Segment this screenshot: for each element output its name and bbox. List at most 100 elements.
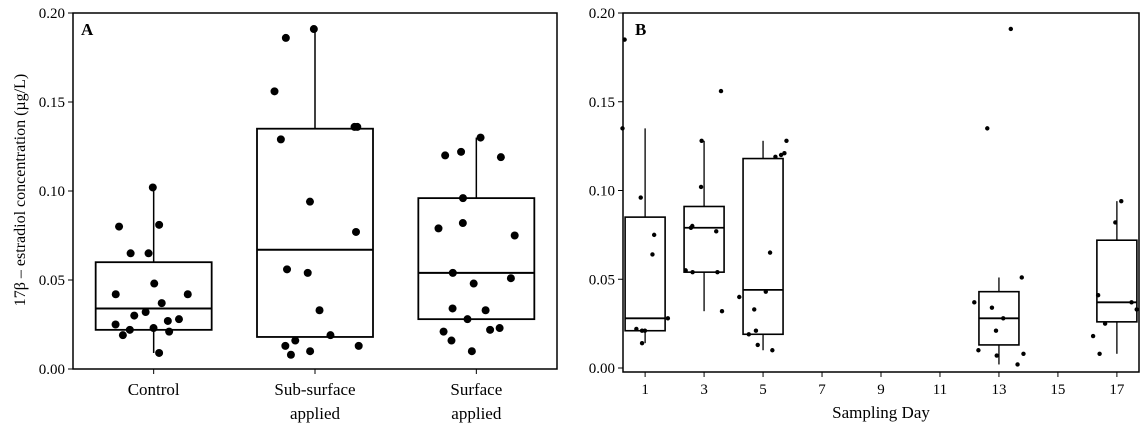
panel-b-frame — [622, 12, 1140, 373]
box-body — [624, 216, 666, 332]
box-body — [417, 197, 536, 321]
data-point — [276, 135, 285, 144]
data-point — [281, 341, 290, 350]
data-point — [651, 232, 657, 238]
data-point — [439, 327, 448, 336]
panel-b: B0.000.050.100.150.201 3 5 7 9 11 13 15 17Sampli… — [589, 6, 1140, 422]
data-point — [993, 328, 999, 333]
x-category-label: applied — [451, 404, 502, 423]
data-point — [476, 133, 485, 142]
data-point — [495, 324, 504, 333]
panel-a: A 0.00 0.05 0.10 0.15 0.20 Control Sub-surface a… — [39, 6, 558, 423]
data-point — [447, 336, 456, 345]
data-point — [1129, 300, 1134, 305]
data-point — [1001, 316, 1006, 321]
data-point — [778, 152, 784, 158]
box-day-13 — [978, 277, 1020, 365]
box-body — [683, 205, 725, 273]
data-point — [683, 268, 688, 273]
x-category-label: applied — [290, 404, 341, 423]
data-point — [620, 126, 625, 131]
data-point — [441, 151, 450, 160]
data-point — [994, 353, 999, 358]
data-point — [770, 348, 775, 353]
data-point — [283, 265, 292, 274]
data-point — [457, 147, 466, 156]
data-point — [972, 300, 977, 305]
data-point — [303, 268, 312, 277]
data-point — [157, 299, 166, 308]
data-point — [448, 304, 457, 313]
x-tick-label: 1 — [641, 382, 649, 398]
x-tick-label: 11 — [933, 382, 947, 398]
data-point — [1134, 307, 1139, 312]
x-tick-label: 13 — [991, 382, 1006, 398]
y-tick-label: 0.20 — [589, 6, 615, 22]
data-point — [784, 138, 789, 143]
data-point — [642, 328, 648, 333]
data-point — [510, 231, 519, 240]
data-point — [690, 269, 695, 275]
box-day-1 — [624, 128, 666, 344]
box-2 — [417, 133, 536, 356]
data-point — [458, 219, 467, 228]
data-point — [737, 294, 742, 300]
data-point — [141, 308, 150, 317]
data-point — [183, 290, 192, 299]
data-point — [126, 249, 135, 258]
x-tick-label: 3 — [700, 382, 708, 398]
data-point — [149, 324, 158, 333]
x-category-label: Sub-surface — [274, 380, 355, 399]
data-point — [306, 347, 315, 356]
x-tick-label: 17 — [1109, 382, 1125, 398]
data-point — [111, 320, 120, 329]
y-axis-title: 17β – estradiol concentration (µg/L) — [12, 74, 29, 306]
box-body — [742, 157, 784, 336]
x-tick-label: 15 — [1050, 382, 1065, 398]
data-point — [481, 306, 490, 315]
data-point — [506, 274, 515, 283]
data-point — [1102, 321, 1108, 326]
y-tick-label: 0.10 — [39, 184, 65, 200]
data-point — [746, 332, 752, 337]
data-point — [469, 279, 478, 288]
data-point — [163, 316, 172, 325]
data-point — [115, 222, 124, 231]
data-point — [714, 229, 719, 234]
data-point — [291, 336, 300, 345]
points-day-5 — [737, 138, 789, 353]
data-point — [989, 305, 995, 310]
data-point — [718, 88, 724, 94]
panel-a-y-axis: 0.00 0.05 0.10 0.15 0.20 — [39, 6, 73, 378]
data-point — [270, 87, 279, 96]
data-point — [352, 227, 361, 236]
data-point — [1008, 26, 1014, 32]
panel-b-y-axis: 0.00 0.05 0.10 0.15 0.20 — [589, 6, 623, 377]
y-tick-label: 0.20 — [39, 6, 65, 22]
panel-b-label: B — [635, 20, 646, 39]
data-point — [125, 325, 134, 334]
data-point — [753, 328, 759, 333]
data-point — [434, 224, 443, 233]
data-point — [326, 331, 335, 340]
data-point — [715, 269, 720, 275]
data-point — [622, 37, 627, 42]
points-day-3 — [683, 88, 725, 314]
data-point — [315, 306, 324, 315]
data-point — [638, 195, 643, 200]
data-point — [719, 309, 725, 314]
data-point — [665, 316, 671, 321]
data-point — [467, 347, 476, 356]
x-category-label: Control — [128, 380, 180, 399]
data-point — [174, 315, 183, 324]
box-day-5 — [742, 140, 784, 351]
points-day-1 — [620, 37, 671, 346]
data-point — [1019, 275, 1024, 280]
box-day-17 — [1096, 201, 1138, 354]
data-point — [976, 348, 981, 353]
y-tick-label: 0.00 — [39, 362, 65, 378]
data-point — [755, 342, 760, 348]
box-body — [256, 127, 374, 338]
